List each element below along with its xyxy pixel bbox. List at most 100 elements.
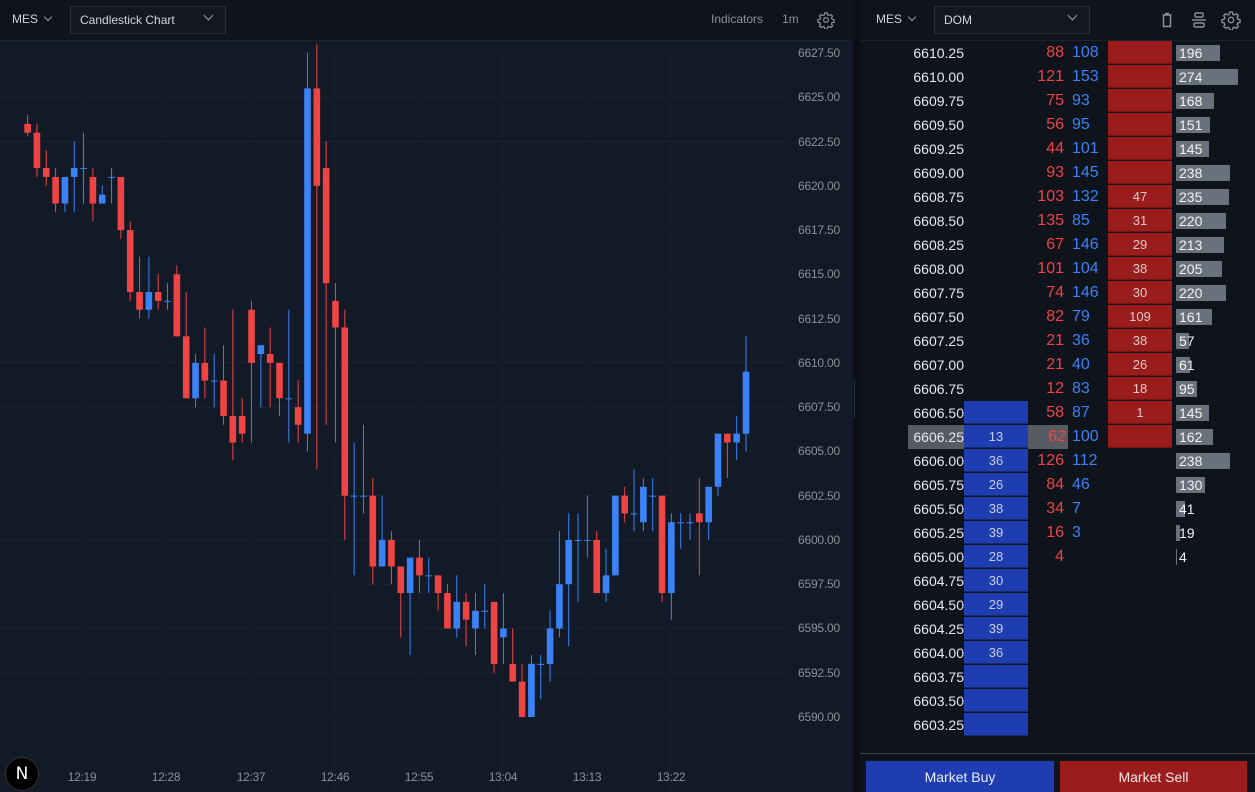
dom-row[interactable]: 6603.50 (860, 689, 1255, 713)
dom-row[interactable]: 6605.75 26 84 46 130 (860, 473, 1255, 497)
candlestick-plot[interactable] (0, 41, 790, 792)
dom-bid-cell[interactable]: 39 (964, 521, 1028, 544)
candle[interactable] (714, 433, 722, 496)
candle[interactable] (584, 495, 591, 558)
dom-view-select[interactable]: DOM (934, 6, 1090, 34)
candle[interactable] (425, 557, 433, 594)
dom-row[interactable]: 6608.75 103 132 47 235 (860, 185, 1255, 209)
panel-divider[interactable] (853, 0, 860, 792)
dom-ask-cell[interactable]: 47 (1108, 185, 1172, 208)
dom-row[interactable]: 6606.50 58 87 1 145 (860, 401, 1255, 425)
candle[interactable] (238, 398, 246, 443)
dom-bid-cell[interactable]: 28 (964, 545, 1028, 568)
candle[interactable] (388, 531, 395, 585)
candle[interactable] (621, 486, 629, 523)
candle[interactable] (52, 168, 59, 213)
dom-price[interactable]: 6605.00 (913, 549, 964, 565)
dom-price[interactable]: 6607.25 (913, 333, 964, 349)
candle[interactable] (173, 265, 181, 337)
candle[interactable] (294, 380, 302, 443)
dom-bid-cell[interactable] (964, 665, 1028, 688)
price-axis[interactable]: 6627.50 6625.00 6622.50 6620.00 6617.50 6615.… (790, 41, 853, 792)
candle[interactable] (630, 469, 638, 532)
candle[interactable] (210, 354, 218, 408)
candle[interactable] (472, 593, 479, 656)
dom-row[interactable]: 6608.00 101 104 38 205 (860, 257, 1255, 281)
candle[interactable] (733, 415, 740, 461)
dom-price[interactable]: 6610.25 (913, 45, 964, 61)
dom-ask-cell[interactable]: 26 (1108, 353, 1172, 376)
dom-ask-cell[interactable]: 38 (1108, 329, 1172, 352)
dom-row[interactable]: 6608.50 135 85 31 220 (860, 209, 1255, 233)
dom-row[interactable]: 6604.75 30 (860, 569, 1255, 593)
dom-ask-cell[interactable]: 109 (1108, 305, 1172, 328)
candle[interactable] (80, 132, 87, 204)
candle[interactable] (500, 593, 507, 664)
candle[interactable] (742, 336, 750, 452)
dom-row[interactable]: 6609.25 44 101 145 (860, 137, 1255, 161)
center-align-icon[interactable] (1189, 10, 1209, 30)
dom-row[interactable]: 6610.25 88 108 196 (860, 41, 1255, 65)
dom-symbol-select[interactable]: MES (876, 12, 917, 26)
dom-row[interactable]: 6605.00 28 4 4 (860, 545, 1255, 569)
dom-row[interactable]: 6607.00 21 40 26 61 (860, 353, 1255, 377)
dom-ask-cell[interactable]: 31 (1108, 209, 1172, 232)
dom-bid-cell[interactable]: 30 (964, 569, 1028, 592)
candle[interactable] (668, 513, 675, 620)
dom-row[interactable]: 6610.00 121 153 274 (860, 65, 1255, 89)
dom-ask-cell[interactable] (1108, 113, 1172, 136)
dom-price[interactable]: 6610.00 (913, 69, 964, 85)
candle[interactable] (640, 477, 647, 532)
candle[interactable] (70, 141, 78, 213)
candle[interactable] (108, 168, 115, 204)
candle[interactable] (378, 495, 386, 567)
dom-price[interactable]: 6603.25 (913, 717, 964, 733)
dom-row[interactable]: 6604.50 29 (860, 593, 1255, 617)
candle[interactable] (164, 283, 171, 310)
dom-price[interactable]: 6606.25 (908, 425, 964, 449)
dom-price[interactable]: 6609.75 (913, 93, 964, 109)
indicators-button[interactable]: Indicators (711, 12, 764, 26)
candle[interactable] (126, 221, 134, 301)
dom-ask-cell[interactable]: 1 (1108, 401, 1172, 424)
candle[interactable] (248, 300, 255, 443)
dom-price[interactable]: 6606.75 (913, 381, 964, 397)
dom-row[interactable]: 6605.25 39 16 3 19 (860, 521, 1255, 545)
candle[interactable] (434, 575, 442, 611)
dom-ask-cell[interactable]: 29 (1108, 233, 1172, 256)
dom-price[interactable]: 6609.25 (913, 141, 964, 157)
candle[interactable] (61, 176, 69, 213)
dom-price[interactable]: 6604.50 (913, 597, 964, 613)
candle[interactable] (481, 584, 489, 629)
dom-ask-cell[interactable] (1108, 65, 1172, 88)
candle[interactable] (528, 655, 535, 717)
candle[interactable] (453, 575, 461, 638)
dom-ask-cell[interactable] (1108, 89, 1172, 112)
dom-ask-cell[interactable]: 18 (1108, 377, 1172, 400)
dom-price[interactable]: 6609.50 (913, 117, 964, 133)
dom-price[interactable]: 6606.50 (913, 405, 964, 421)
candle[interactable] (546, 610, 554, 682)
trash-icon[interactable] (1157, 10, 1177, 30)
app-logo-button[interactable]: N (5, 757, 39, 791)
dom-row[interactable]: 6609.75 75 93 168 (860, 89, 1255, 113)
dom-row[interactable]: 6603.25 (860, 713, 1255, 737)
dom-bid-cell[interactable]: 38 (964, 497, 1028, 520)
dom-bid-cell[interactable]: 13 (964, 425, 1028, 448)
candle[interactable] (182, 292, 190, 399)
dom-price[interactable]: 6608.25 (913, 237, 964, 253)
dom-ask-cell[interactable] (1108, 161, 1172, 184)
candle[interactable] (350, 442, 358, 576)
dom-price[interactable]: 6603.75 (913, 669, 964, 685)
candle[interactable] (360, 424, 367, 514)
candle[interactable] (444, 584, 451, 629)
candle[interactable] (612, 495, 619, 576)
dom-row[interactable]: 6606.00 36 126 112 238 (860, 449, 1255, 473)
dom-price[interactable]: 6605.25 (913, 525, 964, 541)
candle[interactable] (705, 486, 712, 540)
candle[interactable] (98, 185, 106, 204)
candlestick-chart[interactable]: 6627.50 6625.00 6622.50 6620.00 6617.50 6615.… (0, 41, 853, 792)
dom-bid-cell[interactable] (964, 713, 1028, 736)
dom-ask-cell[interactable] (1108, 137, 1172, 160)
dom-bid-cell[interactable] (964, 401, 1028, 424)
